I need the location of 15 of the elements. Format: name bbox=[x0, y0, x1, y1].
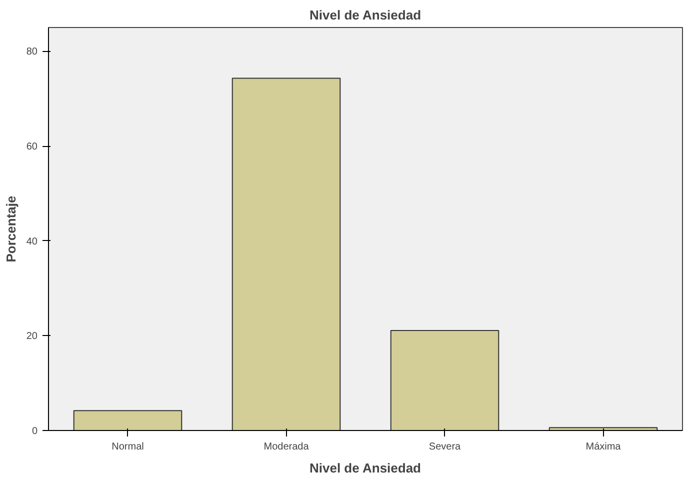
x-tick-label: Moderada bbox=[264, 442, 310, 452]
x-tick-label: Normal bbox=[112, 442, 144, 452]
bar bbox=[390, 330, 500, 430]
x-tick-label: Severa bbox=[428, 442, 462, 452]
x-tick-label: Máxima bbox=[586, 442, 622, 452]
y-tick-label: 60 bbox=[26, 142, 38, 153]
y-tick-label: 80 bbox=[26, 46, 38, 58]
y-tick-label: 0 bbox=[32, 426, 38, 437]
y-tick-label: 40 bbox=[26, 236, 38, 248]
bar bbox=[232, 78, 341, 430]
chart-title: Nivel de Ansiedad bbox=[310, 8, 422, 22]
y-tick-label: 20 bbox=[26, 331, 38, 342]
x-axis-title: Nivel de Ansiedad bbox=[310, 460, 422, 476]
y-axis-title: Porcentaje bbox=[3, 196, 18, 262]
bar bbox=[73, 410, 182, 430]
